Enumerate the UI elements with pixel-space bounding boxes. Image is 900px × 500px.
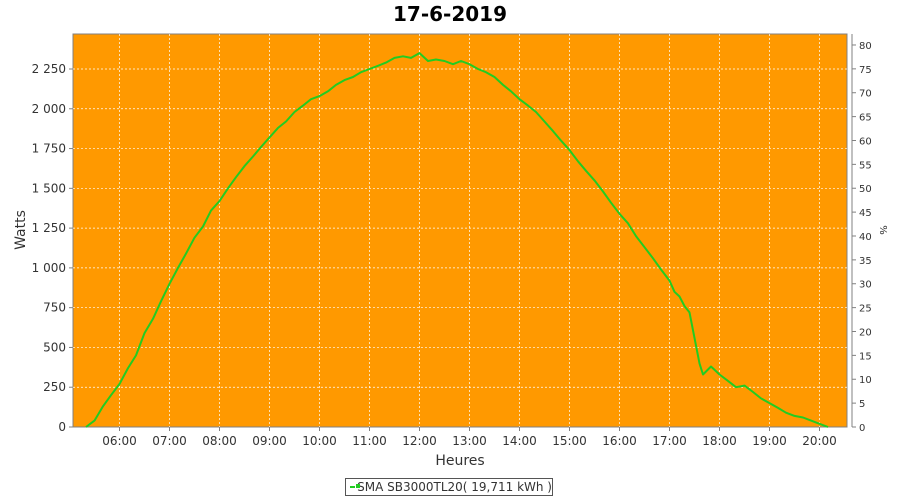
y-tick-label: 1 000 [32, 261, 66, 275]
y2-tick-label: 60 [859, 136, 872, 147]
y-axis-label: Watts [13, 210, 29, 250]
y2-tick-label: 45 [859, 208, 872, 219]
y2-tick-label: 25 [859, 304, 872, 315]
x-tick-label: 20:00 [802, 434, 837, 448]
y2-tick-label: 20 [859, 327, 872, 338]
x-tick-label: 16:00 [602, 434, 637, 448]
y2-tick-label: 30 [859, 280, 872, 291]
y-tick-label: 2 000 [32, 102, 66, 116]
y2-tick-label: 15 [859, 351, 872, 362]
x-tick-label: 08:00 [202, 434, 237, 448]
y-tick-label: 1 750 [32, 142, 66, 156]
chart-title: 17-6-2019 [393, 2, 507, 26]
legend-label: SMA SB3000TL20( 19,711 kWh ) [357, 480, 552, 494]
x-tick-label: 10:00 [302, 434, 337, 448]
x-tick-label: 19:00 [752, 434, 787, 448]
x-tick-label: 18:00 [702, 434, 737, 448]
y2-tick-label: 65 [859, 113, 872, 124]
y2-tick-label: 40 [859, 232, 872, 243]
grid-lines [73, 34, 847, 427]
plot-area [72, 33, 848, 428]
y2-tick-label: 70 [859, 89, 872, 100]
y-tick-label: 1 250 [32, 221, 66, 235]
x-tick-label: 07:00 [152, 434, 187, 448]
y2-tick-label: 5 [859, 399, 865, 410]
y2-tick-label: 75 [859, 65, 872, 76]
legend-swatch [350, 484, 361, 488]
y-tick-label: 250 [43, 380, 66, 394]
series-layer [85, 52, 829, 428]
y2-tick-label: 10 [859, 375, 872, 386]
legend: SMA SB3000TL20( 19,711 kWh ) [345, 478, 553, 496]
y2-tick-label: 80 [859, 41, 872, 52]
x-tick-label: 17:00 [652, 434, 687, 448]
y-tick-label: 750 [43, 301, 66, 315]
y-axis-ticks: 0 250 500 750 1 000 1 250 1 500 1 750 2 000 2 250 [32, 62, 73, 434]
y-tick-label: 500 [43, 340, 66, 354]
y-tick-label: 0 [58, 420, 66, 434]
y2-axis-ticks: 0 5 10 15 20 25 30 35 40 45 50 55 60 65 70 75 80 [851, 34, 872, 434]
x-tick-label: 06:00 [102, 434, 137, 448]
y2-tick-label: 55 [859, 160, 872, 171]
y2-tick-label: 50 [859, 184, 872, 195]
y2-tick-label: 0 [859, 423, 865, 434]
x-tick-label: 09:00 [252, 434, 287, 448]
x-tick-label: 12:00 [402, 434, 437, 448]
x-tick-label: 11:00 [352, 434, 387, 448]
x-tick-label: 14:00 [502, 434, 537, 448]
x-axis-label: Heures [435, 453, 484, 469]
x-axis-ticks: 06:00 07:00 08:00 09:00 10:00 11:00 12:00 13:00… [102, 427, 837, 448]
series-line [85, 52, 829, 428]
y2-axis-label: % [877, 225, 888, 235]
y-tick-label: 2 250 [32, 62, 66, 76]
x-tick-label: 15:00 [552, 434, 587, 448]
x-tick-label: 13:00 [452, 434, 487, 448]
y2-tick-label: 35 [859, 256, 872, 267]
y-tick-label: 1 500 [32, 181, 66, 195]
